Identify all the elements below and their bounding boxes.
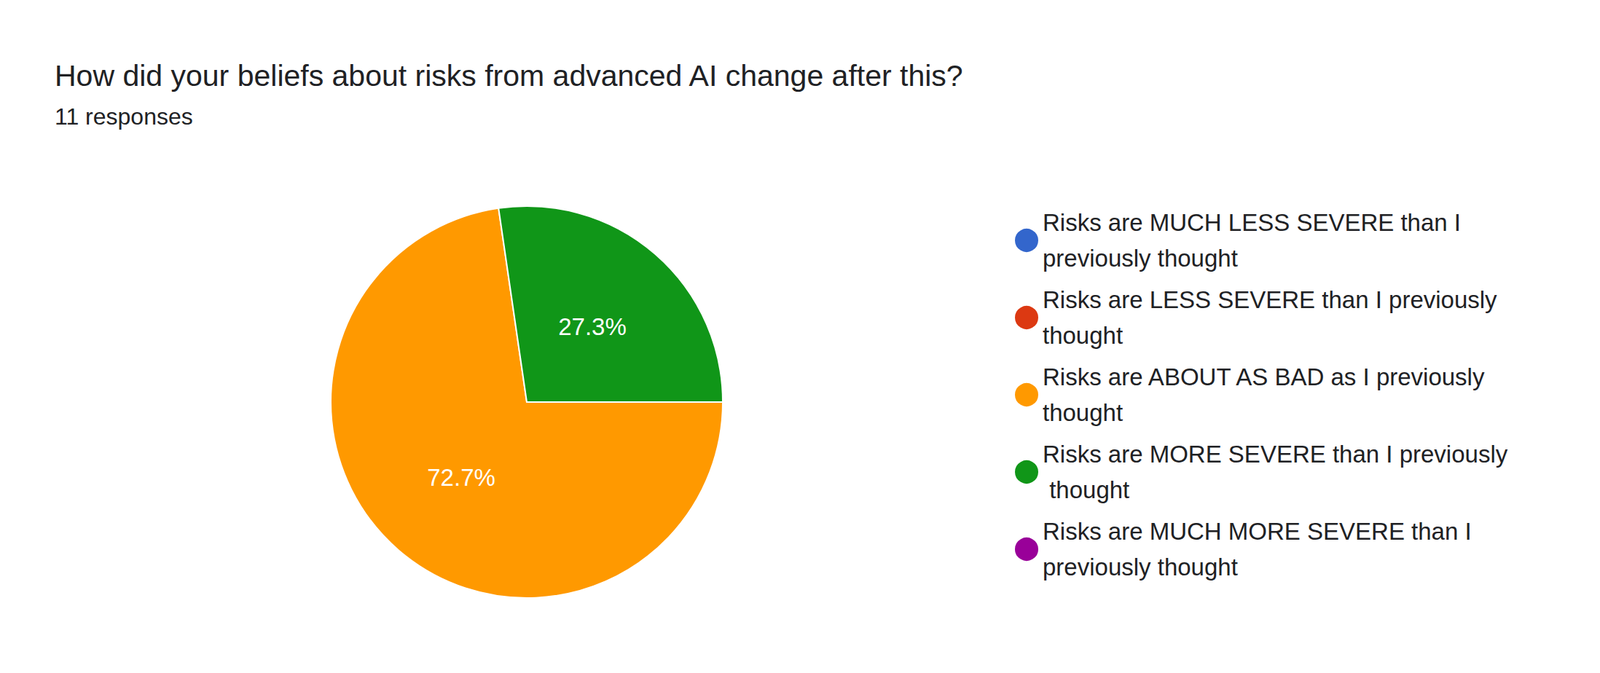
svg-text:Risks are ABOUT AS BAD as I pr: Risks are ABOUT AS BAD as I previously: [1042, 363, 1492, 391]
svg-text:Risks are MUCH MORE SEVERE tha: Risks are MUCH MORE SEVERE than I: [1042, 518, 1479, 545]
svg-text:thought: thought: [1042, 476, 1130, 504]
svg-text:thought: thought: [1042, 322, 1123, 349]
svg-text:previously thought: previously thought: [1042, 244, 1238, 272]
svg-text:Risks are MUCH LESS SEVERE tha: Risks are MUCH LESS SEVERE than I: [1042, 209, 1468, 237]
svg-text:How did your beliefs about ris: How did your beliefs about risks from ad…: [54, 59, 964, 93]
svg-text:27.3%: 27.3%: [558, 313, 627, 341]
svg-text:previously thought: previously thought: [1042, 553, 1238, 581]
svg-text:Risks are MORE SEVERE than I p: Risks are MORE SEVERE than I previously: [1042, 440, 1509, 468]
svg-text:11 responses: 11 responses: [54, 103, 194, 130]
svg-text:Risks are LESS SEVERE than I p: Risks are LESS SEVERE than I previously: [1042, 286, 1504, 314]
svg-text:72.7%: 72.7%: [426, 464, 496, 492]
svg-text:thought: thought: [1042, 399, 1123, 427]
